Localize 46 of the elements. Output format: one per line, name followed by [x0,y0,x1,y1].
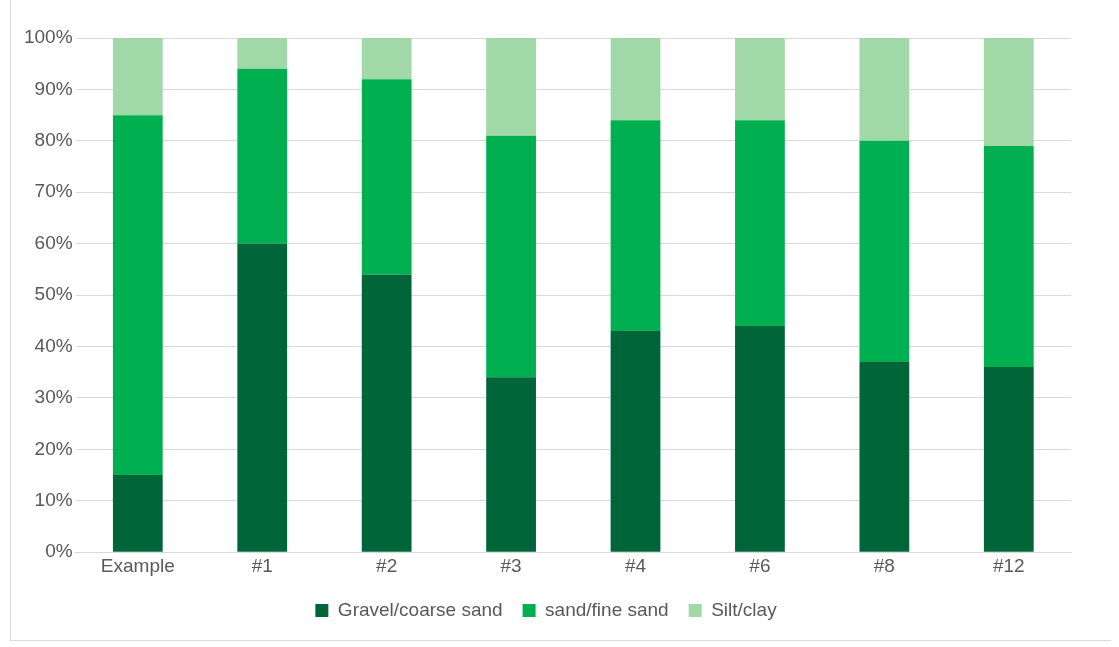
y-tick-label: 60% [34,231,73,253]
x-tick-label: #4 [624,554,647,576]
bar [610,331,661,552]
y-tick-label: 50% [34,283,73,305]
bar [237,243,288,552]
bar [610,120,661,332]
bar [735,120,785,326]
y-tick-label: 10% [34,489,73,511]
legend-label: sand/fine sand [545,598,669,620]
bar [859,361,910,552]
y-tick-label: 40% [34,334,73,356]
y-tick-label: 0% [45,540,73,562]
bar [610,38,661,121]
bar [983,367,1034,552]
y-tick-label: 90% [34,77,73,99]
x-tick-label: #2 [376,554,398,576]
bar [237,38,288,69]
bar [859,140,910,362]
bar [361,38,412,80]
x-tick-label: #8 [873,554,895,576]
bar [361,274,412,552]
bar [983,145,1034,368]
x-tick-label: #3 [500,554,522,576]
bar [983,38,1034,146]
bar [859,38,910,141]
y-tick-label: 30% [34,386,73,408]
x-tick-label: #1 [251,554,273,576]
legend-label: Silt/clay [711,598,778,620]
bar [112,475,163,552]
legend-label: Gravel/coarse sand [337,598,503,620]
x-tick-label: #12 [992,554,1025,576]
y-tick-label: 70% [34,180,73,202]
bar [486,377,536,552]
y-tick-label: 80% [34,129,73,151]
y-tick-label: 100% [23,26,73,48]
bar [112,38,163,116]
bar [735,325,785,552]
bar [486,38,536,136]
bar [486,135,536,378]
bar [237,68,288,244]
bar [361,79,412,275]
bar [112,115,163,476]
y-tick-label: 20% [34,437,73,459]
x-tick-label: #6 [749,554,771,576]
bar [735,38,785,121]
x-tick-label: Example [100,554,175,576]
